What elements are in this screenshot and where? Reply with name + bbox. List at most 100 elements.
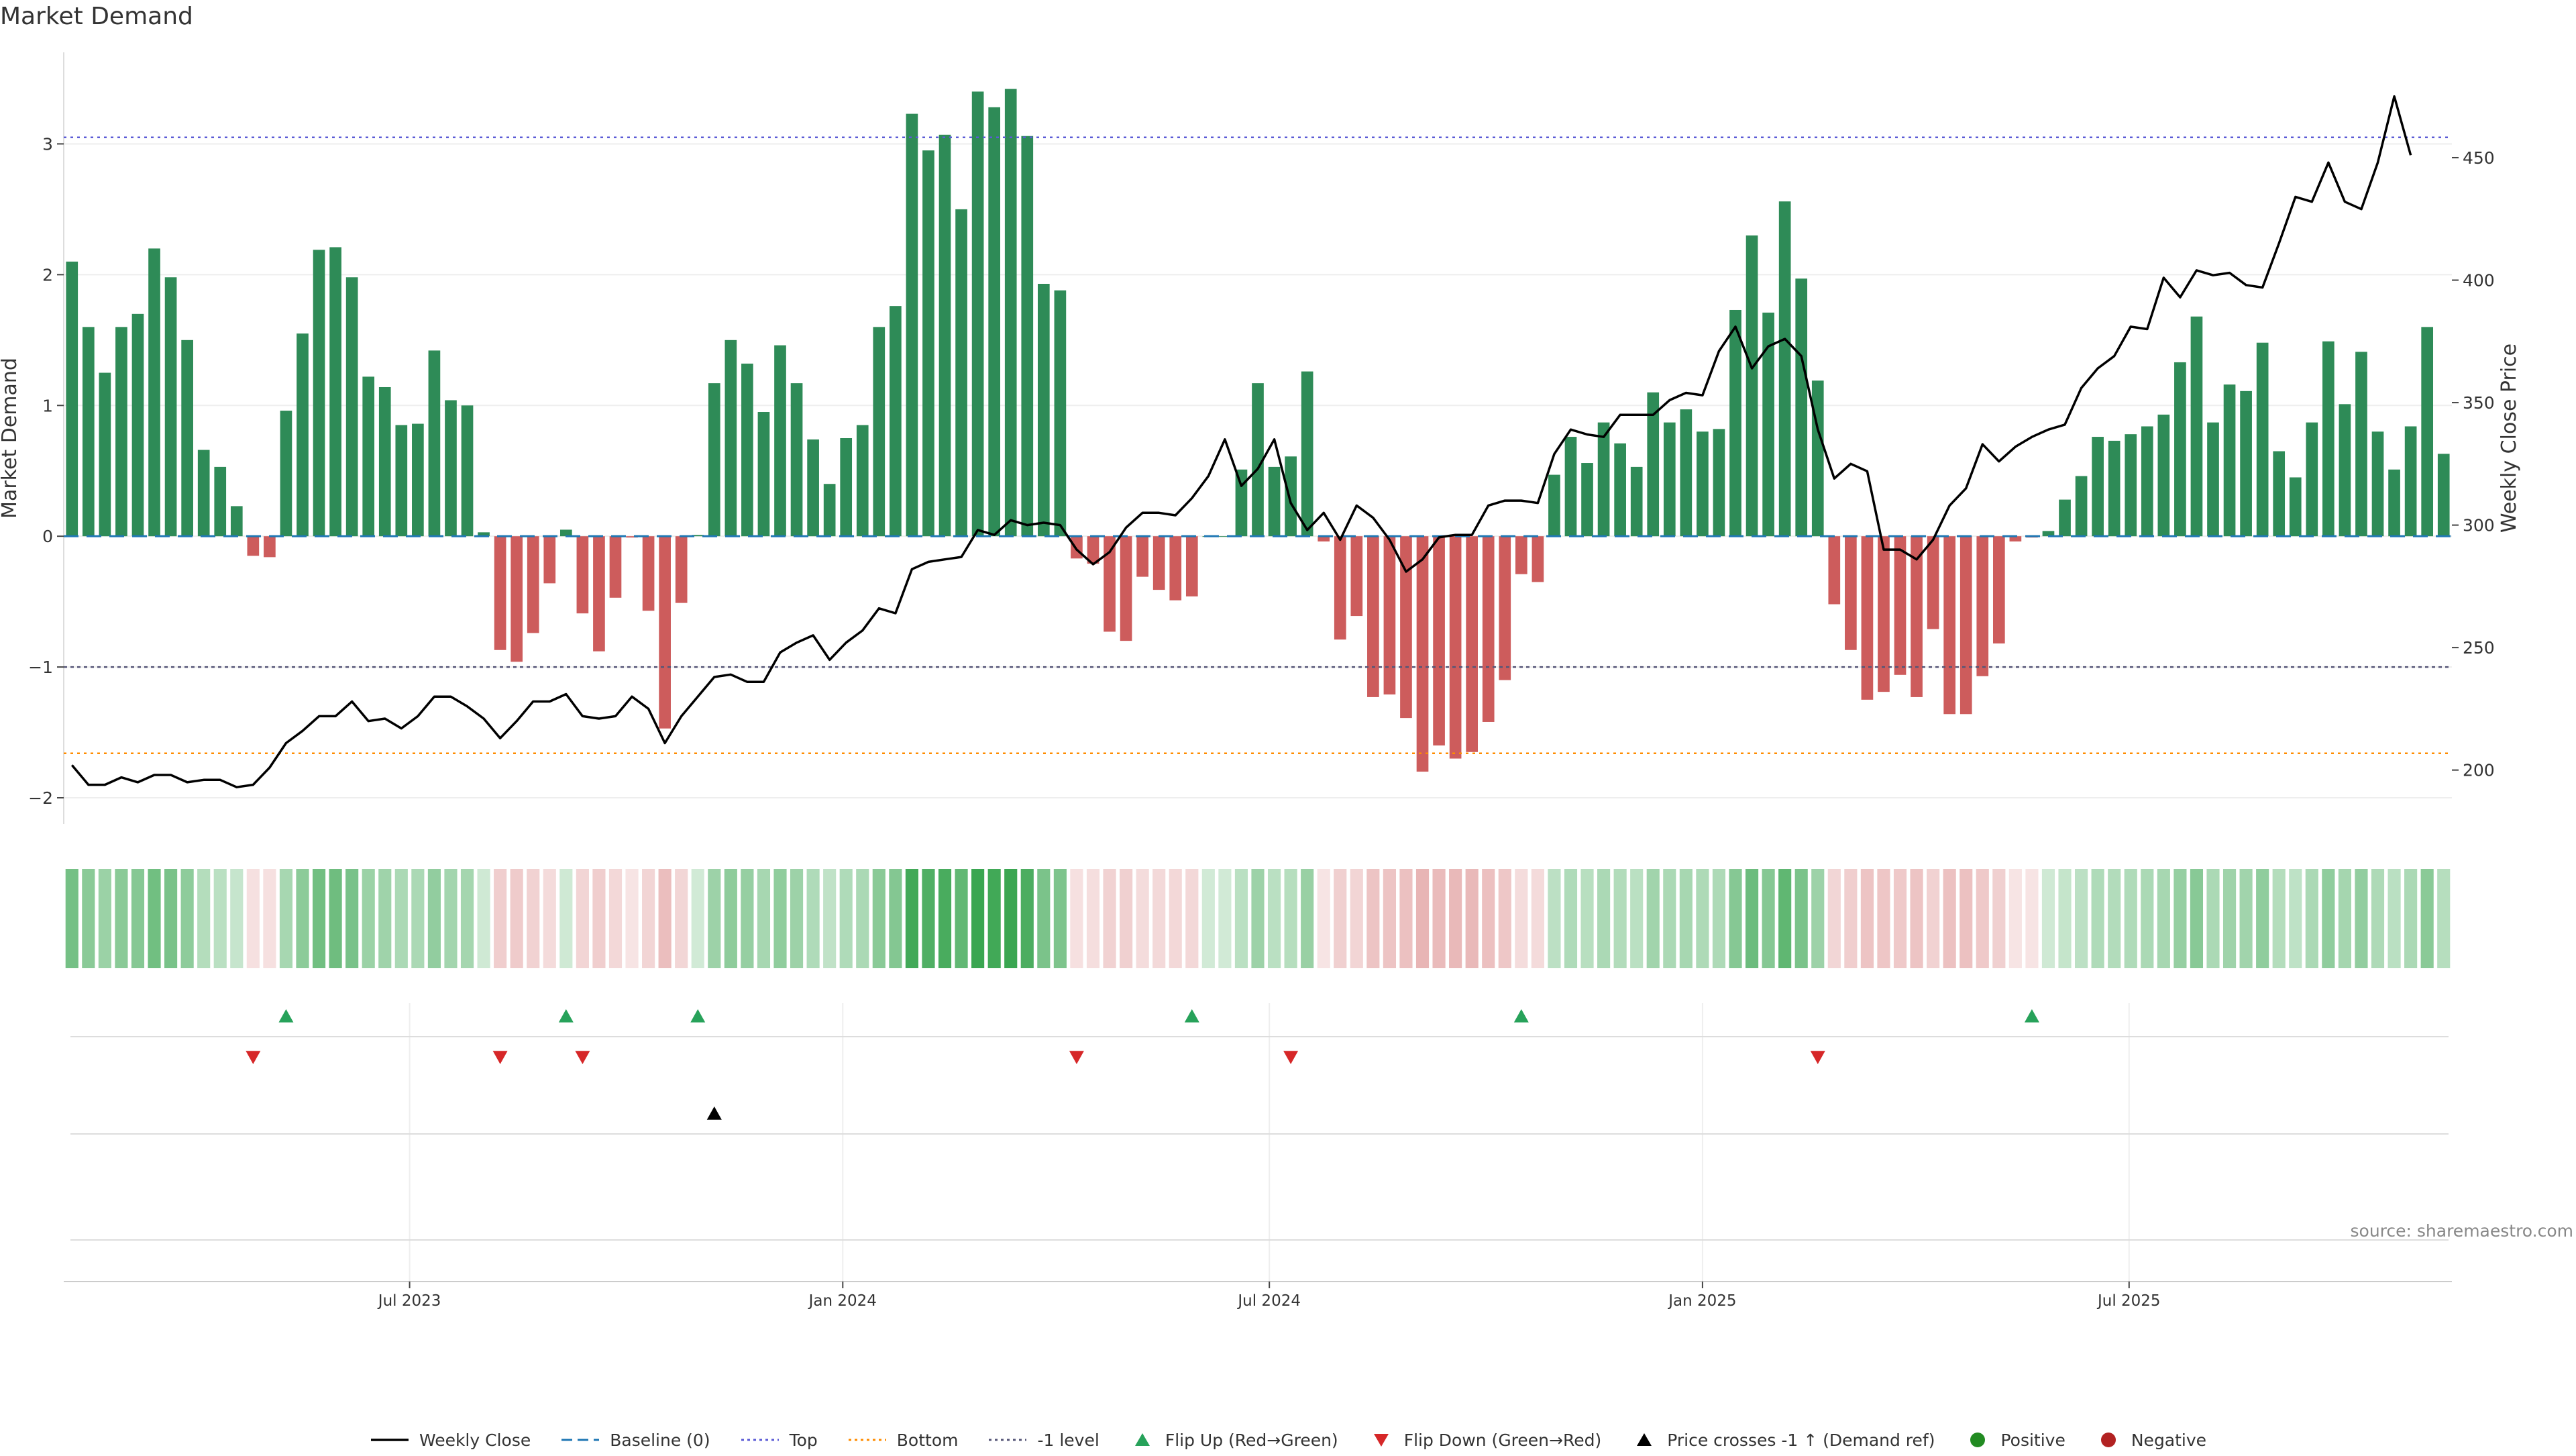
heat-cell: [1185, 869, 1199, 968]
demand-bar: [1383, 536, 1396, 695]
demand-bar: [1136, 536, 1148, 577]
demand-bar: [264, 536, 276, 558]
heat-cell: [296, 869, 309, 968]
heat-cell: [955, 869, 968, 968]
heat-cell: [1498, 869, 1511, 968]
demand-bar: [741, 363, 753, 537]
heat-cell: [1597, 869, 1611, 968]
heat-cell: [1334, 869, 1347, 968]
heat-cell: [2239, 869, 2253, 968]
demand-bar: [708, 383, 720, 537]
demand-bar: [1976, 536, 1989, 676]
demand-bar: [1680, 409, 1693, 537]
heat-cell: [1086, 869, 1100, 968]
demand-bar: [1071, 536, 1083, 559]
demand-bar: [164, 277, 177, 537]
demand-bar: [642, 536, 655, 611]
heat-cell: [608, 869, 623, 968]
demand-bar: [1614, 443, 1626, 537]
flip-up-marker: [1513, 1009, 1529, 1023]
demand-bar: [1515, 536, 1527, 574]
demand-bar: [1219, 536, 1231, 537]
legend-swatch: [1373, 1434, 1389, 1447]
heat-cell: [263, 869, 276, 968]
legend-swatch: [1970, 1433, 1986, 1447]
demand-bar: [2141, 426, 2153, 537]
demand-bar: [2190, 316, 2203, 537]
demand-bar: [774, 345, 786, 537]
demand-bar: [873, 327, 885, 537]
demand-bar: [1894, 536, 1907, 675]
heat-cell: [1927, 869, 1940, 968]
demand-bar: [675, 536, 688, 603]
heat-cell: [131, 869, 145, 968]
heat-cell: [2174, 869, 2187, 968]
demand-bar: [1647, 392, 1660, 537]
demand-bar: [1548, 474, 1560, 537]
flip-up-marker: [1184, 1009, 1199, 1023]
demand-bar: [2388, 469, 2400, 537]
demand-bar: [2092, 437, 2104, 537]
flip-up-marker: [2024, 1009, 2039, 1023]
heat-cell: [98, 869, 111, 968]
heat-cell: [2008, 869, 2022, 968]
demand-bar: [1318, 536, 1330, 541]
demand-bar: [1499, 536, 1511, 680]
heat-cell: [494, 869, 507, 968]
source-note: source: sharemaestro.com: [2350, 1221, 2574, 1241]
y2-tick-label: 450: [2463, 148, 2495, 168]
y-tick-label: 1: [42, 396, 53, 415]
demand-bar: [724, 340, 737, 537]
heat-cell: [510, 869, 523, 968]
demand-bar: [428, 350, 441, 537]
demand-bar: [214, 466, 227, 537]
heat-cell: [1893, 869, 1907, 968]
flip-up-marker: [278, 1009, 294, 1023]
heat-cell: [312, 869, 326, 968]
heat-cell: [576, 869, 589, 968]
demand-bar: [543, 536, 556, 584]
demand-bar: [2289, 477, 2302, 537]
chart-title: Market Demand: [0, 3, 193, 30]
demand-bar: [230, 506, 243, 537]
heat-cell: [1613, 869, 1627, 968]
demand-bar: [1581, 463, 1593, 537]
heat-cell: [2157, 869, 2170, 968]
demand-bar: [1828, 536, 1841, 605]
demand-bar: [626, 536, 638, 538]
heat-cell: [872, 869, 885, 968]
demand-bar: [1104, 536, 1116, 632]
legend-swatch: [1134, 1433, 1150, 1446]
demand-bar: [1400, 536, 1412, 719]
heat-cell: [2190, 869, 2204, 968]
demand-bar: [378, 386, 391, 537]
heat-cell: [2041, 869, 2055, 968]
demand-bar: [2059, 499, 2071, 537]
heat-cell: [724, 869, 737, 968]
heat-cell: [362, 869, 375, 968]
heat-cell: [2091, 869, 2104, 968]
heat-cell: [477, 869, 490, 968]
flip-down-marker: [246, 1051, 261, 1064]
demand-bar: [181, 340, 193, 537]
legend-item: -1 level: [987, 1430, 1099, 1450]
demand-bar: [297, 333, 309, 537]
demand-bar: [2240, 391, 2252, 537]
demand-bar: [2437, 454, 2450, 537]
heat-cell: [1960, 869, 1973, 968]
demand-bar: [2042, 531, 2055, 537]
demand-bar: [1992, 536, 2005, 644]
demand-bar: [890, 306, 902, 537]
flip-down-marker: [1283, 1051, 1299, 1064]
heat-cell: [1415, 869, 1430, 968]
heat-cell: [1037, 869, 1051, 968]
x-tick-label: Jul 2025: [2096, 1292, 2161, 1310]
heat-cell: [708, 869, 721, 968]
demand-bar: [362, 376, 375, 537]
demand-bar: [115, 327, 127, 537]
heat-cell: [1432, 869, 1446, 968]
heat-cell: [1053, 869, 1067, 968]
demand-bar: [1120, 536, 1132, 641]
heat-cell: [2437, 869, 2451, 968]
heat-cell: [1020, 869, 1034, 968]
